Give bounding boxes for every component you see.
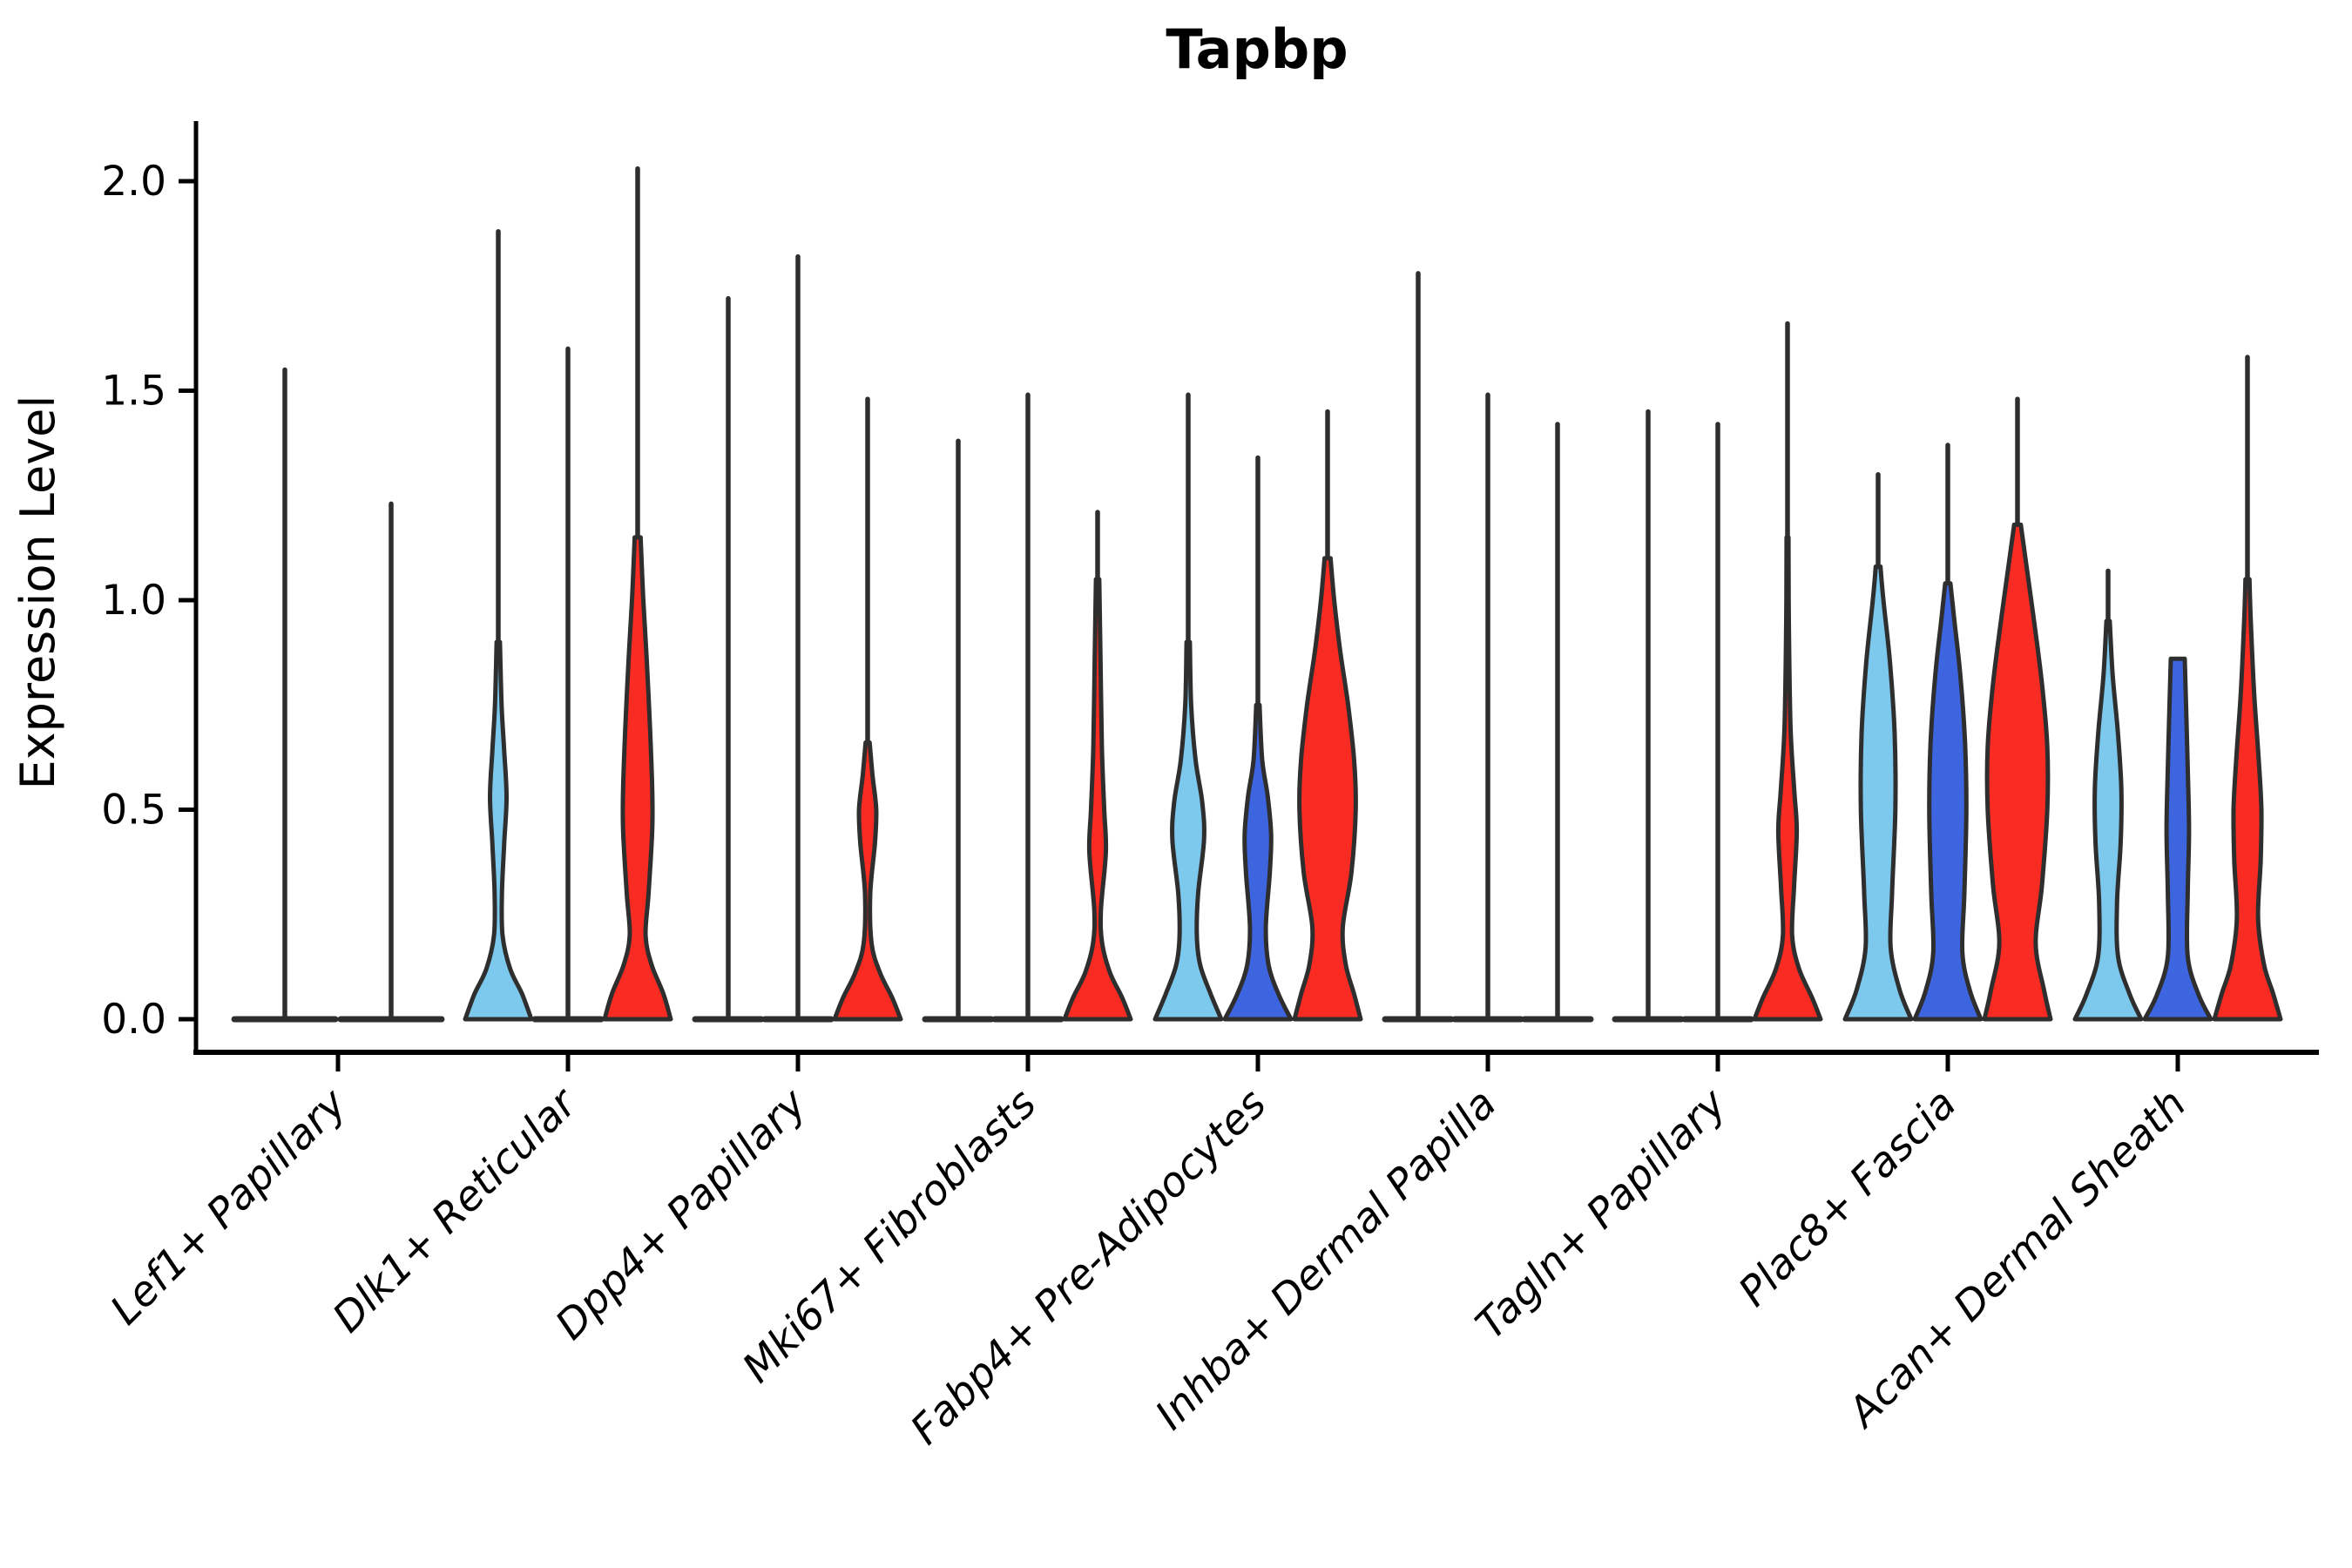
- violin: [761, 253, 835, 1023]
- y-tick-label: 1.5: [101, 368, 166, 416]
- violin: [922, 438, 995, 1023]
- violin: [2072, 568, 2144, 1022]
- violin-body: [602, 535, 673, 1022]
- x-tick-label: Tagln+ Papillary: [1467, 1079, 1737, 1349]
- violin: [602, 166, 673, 1022]
- violin-body: [1982, 522, 2053, 1022]
- violin: [1222, 455, 1294, 1022]
- violin-body: [1152, 639, 1224, 1022]
- violin-body: [1062, 577, 1133, 1022]
- y-tick-label: 0.0: [101, 996, 166, 1044]
- violin: [1681, 422, 1754, 1023]
- y-tick-label: 1.0: [101, 577, 166, 625]
- chart-title: Tapbp: [1166, 17, 1348, 81]
- violin-body: [2072, 618, 2144, 1022]
- violin: [531, 346, 605, 1023]
- violin: [1842, 471, 1914, 1022]
- violin-body: [1292, 556, 1363, 1022]
- violin: [231, 367, 339, 1023]
- violin: [1612, 409, 1685, 1023]
- violin-body: [1222, 702, 1294, 1022]
- y-axis-label: Expression Level: [10, 395, 65, 790]
- violin: [832, 396, 903, 1022]
- violin-layer: [231, 166, 2283, 1023]
- violin: [2212, 355, 2283, 1022]
- violin: [337, 501, 445, 1023]
- violin-body: [463, 639, 534, 1022]
- violin: [1451, 392, 1524, 1023]
- violin: [692, 295, 765, 1023]
- y-tick-label: 0.5: [101, 787, 166, 835]
- violin: [1521, 422, 1594, 1023]
- violin-body: [1752, 535, 1823, 1022]
- violin-body: [2212, 577, 2283, 1022]
- violin: [463, 228, 534, 1022]
- violin: [1912, 443, 1984, 1022]
- violin: [1752, 321, 1823, 1022]
- violin: [991, 392, 1064, 1023]
- violin: [2142, 656, 2213, 1022]
- y-tick-label: 2.0: [101, 158, 166, 206]
- violin: [1982, 396, 2053, 1022]
- violin: [1062, 510, 1133, 1022]
- violin-body: [1842, 564, 1914, 1022]
- x-tick-label: Lef1+ Papillary: [101, 1079, 356, 1335]
- violin: [1292, 409, 1363, 1022]
- x-tick-label: Plac8+ Fascia: [1729, 1080, 1965, 1316]
- violin-body: [1912, 581, 1984, 1022]
- violin: [1382, 271, 1455, 1023]
- violin-body: [2142, 656, 2213, 1022]
- x-tick-label: Dpp4+ Papillary: [546, 1079, 816, 1349]
- x-tick-label: Dlk1+ Reticular: [324, 1078, 588, 1342]
- violin-body: [832, 740, 903, 1022]
- violin: [1152, 392, 1224, 1022]
